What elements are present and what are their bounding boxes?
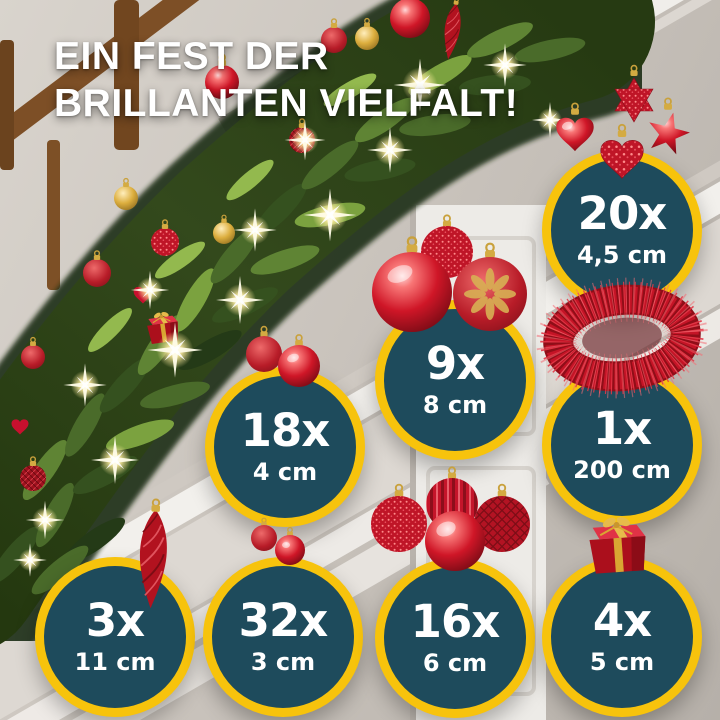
badge-large-baubles: 9x 8 cm [375, 300, 535, 460]
banister [0, 0, 225, 290]
badge-gift-boxes: 4x 5 cm [542, 557, 702, 717]
badge-size: 3 cm [250, 648, 316, 676]
garland-ornaments [11, 0, 465, 491]
badge-hearts-stars: 20x 4,5 cm [542, 150, 702, 310]
badge-quantity: 32x [238, 594, 329, 647]
badge-size: 200 cm [573, 456, 671, 484]
badge-small-baubles: 18x 4 cm [205, 367, 365, 527]
badge-quantity: 16x [410, 595, 501, 648]
badge-size: 4 cm [252, 458, 318, 486]
badge-size: 4,5 cm [576, 241, 668, 269]
badge-size: 6 cm [422, 649, 488, 677]
badge-finial-drops: 3x 11 cm [35, 557, 195, 717]
badge-quantity: 4x [592, 594, 652, 647]
garland [0, 0, 675, 671]
badge-quantity: 1x [592, 402, 652, 455]
badge-quantity: 3x [85, 594, 145, 647]
headline-line1: EIN FEST DER [54, 35, 329, 78]
badge-size: 8 cm [422, 391, 488, 419]
badge-quantity: 18x [240, 404, 331, 457]
headline-line2: BRILLANTEN VIELFALT! [54, 81, 519, 125]
badge-mini-baubles: 32x 3 cm [203, 557, 363, 717]
badge-quantity: 20x [577, 187, 668, 240]
garland-sprigs [0, 22, 586, 595]
badge-size: 11 cm [74, 648, 156, 676]
badge-tinsel-garland: 1x 200 cm [542, 365, 702, 525]
headline: EIN FEST DER BRILLANTEN VIELFALT! [54, 34, 518, 128]
badge-medium-baubles: 16x 6 cm [375, 558, 535, 718]
badge-size: 5 cm [589, 648, 655, 676]
badge-quantity: 9x [425, 337, 485, 390]
